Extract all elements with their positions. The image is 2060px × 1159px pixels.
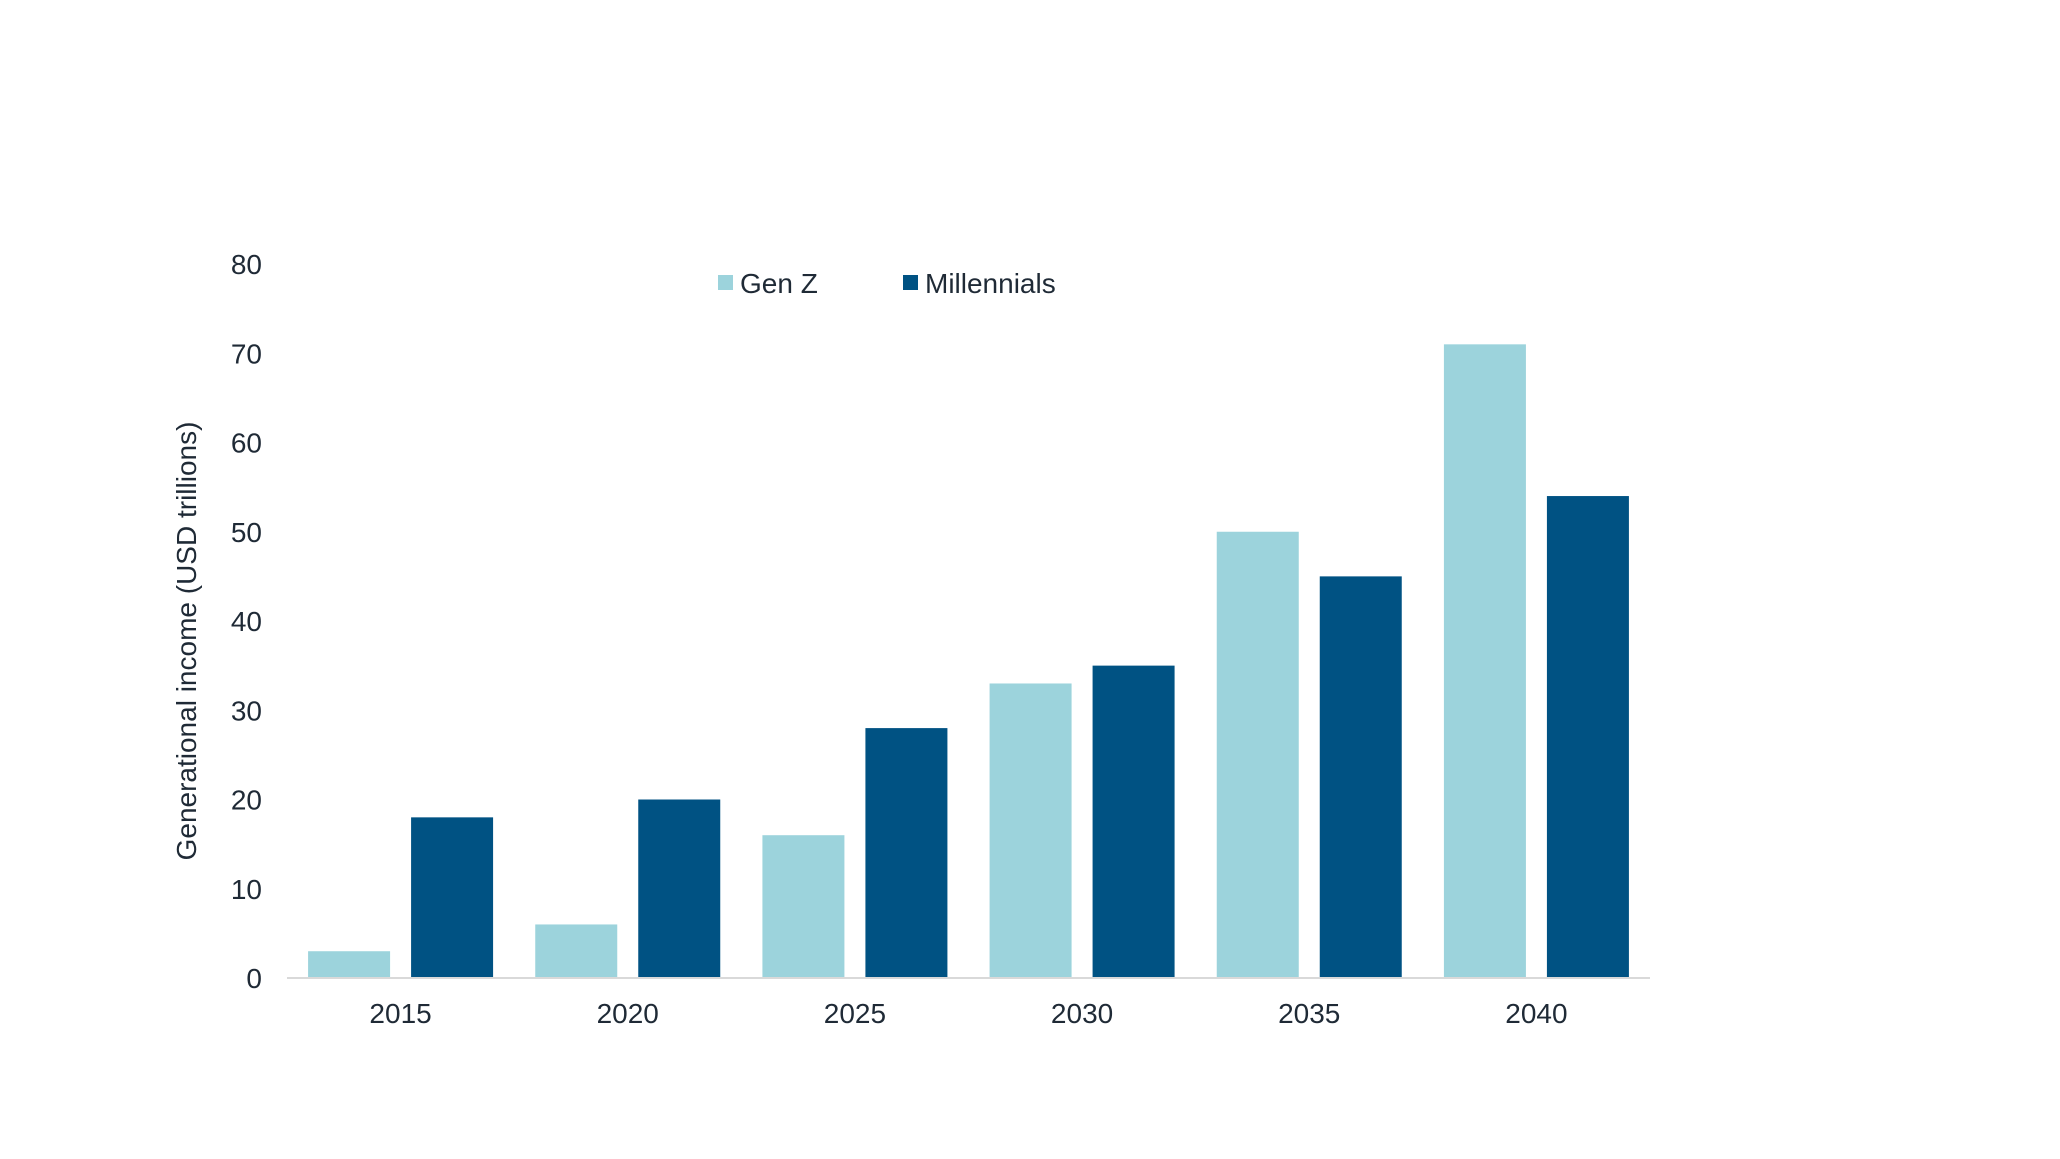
x-tick-label: 2040 bbox=[1505, 998, 1567, 1029]
bar-millennials-2020 bbox=[638, 799, 721, 978]
bar-millennials-2035 bbox=[1319, 576, 1402, 978]
bar-gen-z-2015 bbox=[308, 951, 391, 978]
bar-gen-z-2020 bbox=[535, 924, 618, 978]
bar-gen-z-2040 bbox=[1443, 344, 1526, 978]
y-axis-title: Generational income (USD trillions) bbox=[171, 422, 202, 861]
legend: Gen Z Millennials bbox=[718, 268, 1056, 299]
y-tick-label: 80 bbox=[231, 249, 262, 280]
legend-swatch-millennials bbox=[903, 275, 918, 290]
x-tick-label: 2015 bbox=[369, 998, 431, 1029]
bar-millennials-2015 bbox=[411, 817, 494, 978]
x-axis-labels: 2015 2020 2025 2030 2035 2040 bbox=[369, 998, 1567, 1029]
legend-label-gen-z: Gen Z bbox=[740, 268, 818, 299]
x-tick-label: 2035 bbox=[1278, 998, 1340, 1029]
bar-millennials-2025 bbox=[865, 728, 948, 978]
bars bbox=[308, 344, 1629, 978]
y-tick-label: 20 bbox=[231, 785, 262, 816]
y-tick-label: 0 bbox=[246, 963, 262, 994]
y-tick-label: 10 bbox=[231, 874, 262, 905]
bar-millennials-2040 bbox=[1546, 496, 1629, 978]
y-tick-label: 60 bbox=[231, 428, 262, 459]
bar-gen-z-2035 bbox=[1216, 531, 1299, 978]
y-tick-label: 70 bbox=[231, 338, 262, 369]
x-tick-label: 2020 bbox=[597, 998, 659, 1029]
legend-label-millennials: Millennials bbox=[925, 268, 1056, 299]
y-tick-label: 30 bbox=[231, 695, 262, 726]
bar-gen-z-2030 bbox=[989, 683, 1072, 978]
y-tick-label: 50 bbox=[231, 517, 262, 548]
bar-millennials-2030 bbox=[1092, 665, 1175, 978]
bar-gen-z-2025 bbox=[762, 835, 845, 978]
y-axis-ticks: 0 10 20 30 40 50 60 70 80 bbox=[231, 249, 262, 994]
y-tick-label: 40 bbox=[231, 606, 262, 637]
x-tick-label: 2025 bbox=[824, 998, 886, 1029]
legend-swatch-gen-z bbox=[718, 275, 733, 290]
x-tick-label: 2030 bbox=[1051, 998, 1113, 1029]
